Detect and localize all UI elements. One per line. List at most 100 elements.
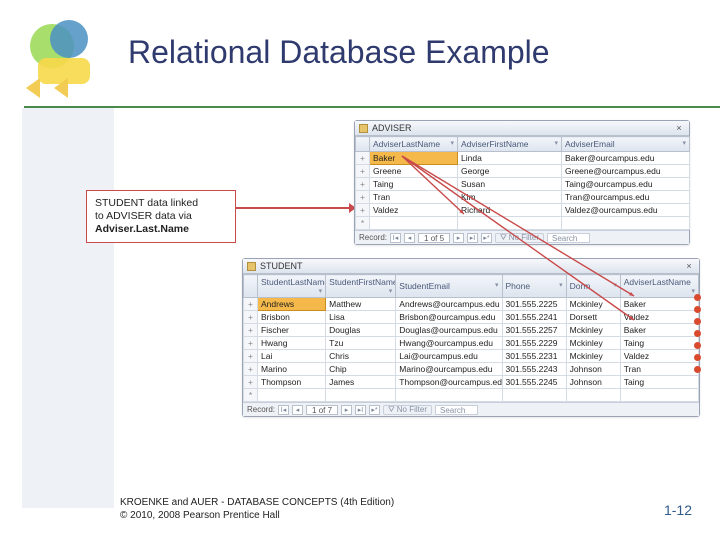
adviser-table[interactable]: AdviserLastName▾AdviserFirstName▾Adviser… [355, 136, 690, 230]
table-row[interactable]: +MarinoChipMarino@ourcampus.edu301.555.2… [244, 363, 699, 376]
student-dorm-cell[interactable]: Mckinley [566, 350, 620, 363]
student-lastname-cell[interactable]: Marino [258, 363, 326, 376]
empty-cell[interactable] [562, 217, 690, 230]
student-firstname-cell[interactable]: James [326, 376, 396, 389]
table-row[interactable]: +GreeneGeorgeGreene@ourcampus.edu [356, 165, 690, 178]
nav-first-button[interactable]: I◂ [390, 233, 401, 243]
column-header[interactable]: StudentLastName▾ [258, 275, 326, 298]
nav-next-button[interactable]: ▸ [453, 233, 464, 243]
expand-row-icon[interactable]: + [244, 350, 258, 363]
student-firstname-cell[interactable]: Chris [326, 350, 396, 363]
student-dorm-cell[interactable]: Mckinley [566, 337, 620, 350]
column-header[interactable]: StudentFirstName▾ [326, 275, 396, 298]
table-row[interactable]: +TranKimTran@ourcampus.edu [356, 191, 690, 204]
student-adviser-cell[interactable]: Baker [620, 298, 698, 311]
student-dorm-cell[interactable]: Johnson [566, 376, 620, 389]
student-firstname-cell[interactable]: Matthew [326, 298, 396, 311]
student-firstname-cell[interactable]: Douglas [326, 324, 396, 337]
adviser-firstname-cell[interactable]: Linda [458, 152, 562, 165]
table-row[interactable]: +BakerLindaBaker@ourcampus.edu [356, 152, 690, 165]
table-row[interactable]: +TaingSusanTaing@ourcampus.edu [356, 178, 690, 191]
student-email-cell[interactable]: Thompson@ourcampus.edu [396, 376, 502, 389]
student-firstname-cell[interactable]: Chip [326, 363, 396, 376]
column-header[interactable]: AdviserEmail▾ [562, 137, 690, 152]
student-dorm-cell[interactable]: Johnson [566, 363, 620, 376]
adviser-firstname-cell[interactable]: George [458, 165, 562, 178]
student-adviser-cell[interactable]: Tran [620, 363, 698, 376]
student-adviser-cell[interactable]: Valdez [620, 311, 698, 324]
column-header[interactable]: AdviserLastName▾ [370, 137, 458, 152]
student-phone-cell[interactable]: 301.555.2225 [502, 298, 566, 311]
student-lastname-cell[interactable]: Hwang [258, 337, 326, 350]
column-header[interactable]: StudentEmail▾ [396, 275, 502, 298]
student-email-cell[interactable]: Brisbon@ourcampus.edu [396, 311, 502, 324]
adviser-lastname-cell[interactable]: Taing [370, 178, 458, 191]
nav-first-button[interactable]: I◂ [278, 405, 289, 415]
student-email-cell[interactable]: Marino@ourcampus.edu [396, 363, 502, 376]
empty-cell[interactable] [502, 389, 566, 402]
adviser-email-cell[interactable]: Greene@ourcampus.edu [562, 165, 690, 178]
expand-row-icon[interactable]: + [356, 178, 370, 191]
expand-row-icon[interactable]: + [244, 311, 258, 324]
adviser-email-cell[interactable]: Taing@ourcampus.edu [562, 178, 690, 191]
expand-row-icon[interactable]: + [356, 204, 370, 217]
table-row[interactable]: +ThompsonJamesThompson@ourcampus.edu301.… [244, 376, 699, 389]
table-row[interactable]: +AndrewsMatthewAndrews@ourcampus.edu301.… [244, 298, 699, 311]
empty-cell[interactable] [458, 217, 562, 230]
student-dorm-cell[interactable]: Mckinley [566, 324, 620, 337]
student-dorm-cell[interactable]: Mckinley [566, 298, 620, 311]
empty-cell[interactable] [370, 217, 458, 230]
adviser-email-cell[interactable]: Valdez@ourcampus.edu [562, 204, 690, 217]
student-email-cell[interactable]: Douglas@ourcampus.edu [396, 324, 502, 337]
adviser-firstname-cell[interactable]: Susan [458, 178, 562, 191]
student-firstname-cell[interactable]: Tzu [326, 337, 396, 350]
column-header[interactable]: Dorm▾ [566, 275, 620, 298]
nav-prev-button[interactable]: ◂ [292, 405, 303, 415]
student-email-cell[interactable]: Hwang@ourcampus.edu [396, 337, 502, 350]
student-firstname-cell[interactable]: Lisa [326, 311, 396, 324]
student-email-cell[interactable]: Lai@ourcampus.edu [396, 350, 502, 363]
filter-chip[interactable]: ⛛ No Filter [495, 233, 544, 243]
student-adviser-cell[interactable]: Taing [620, 376, 698, 389]
student-phone-cell[interactable]: 301.555.2257 [502, 324, 566, 337]
nav-prev-button[interactable]: ◂ [404, 233, 415, 243]
column-header[interactable]: Phone▾ [502, 275, 566, 298]
new-row[interactable]: * [356, 217, 690, 230]
empty-cell[interactable] [620, 389, 698, 402]
student-phone-cell[interactable]: 301.555.2229 [502, 337, 566, 350]
expand-row-icon[interactable]: + [356, 152, 370, 165]
expand-row-icon[interactable]: + [244, 298, 258, 311]
adviser-lastname-cell[interactable]: Valdez [370, 204, 458, 217]
student-window-titlebar[interactable]: STUDENT × [243, 259, 699, 274]
expand-row-icon[interactable]: + [356, 165, 370, 178]
filter-chip[interactable]: ⛛ No Filter [383, 405, 432, 415]
table-row[interactable]: +BrisbonLisaBrisbon@ourcampus.edu301.555… [244, 311, 699, 324]
table-row[interactable]: +FischerDouglasDouglas@ourcampus.edu301.… [244, 324, 699, 337]
table-row[interactable]: +ValdezRichardValdez@ourcampus.edu [356, 204, 690, 217]
student-lastname-cell[interactable]: Lai [258, 350, 326, 363]
expand-row-icon[interactable]: + [356, 191, 370, 204]
new-row[interactable]: * [244, 389, 699, 402]
nav-last-button[interactable]: ▸I [467, 233, 478, 243]
nav-next-button[interactable]: ▸ [341, 405, 352, 415]
student-phone-cell[interactable]: 301.555.2243 [502, 363, 566, 376]
empty-cell[interactable] [326, 389, 396, 402]
close-icon[interactable]: × [683, 260, 695, 272]
student-phone-cell[interactable]: 301.555.2231 [502, 350, 566, 363]
search-input[interactable]: Search [435, 405, 478, 415]
expand-row-icon[interactable]: + [244, 324, 258, 337]
nav-last-button[interactable]: ▸I [355, 405, 366, 415]
student-adviser-cell[interactable]: Valdez [620, 350, 698, 363]
expand-row-icon[interactable]: + [244, 363, 258, 376]
expand-row-icon[interactable]: + [244, 337, 258, 350]
column-header[interactable]: AdviserFirstName▾ [458, 137, 562, 152]
student-lastname-cell[interactable]: Brisbon [258, 311, 326, 324]
search-input[interactable]: Search [547, 233, 590, 243]
nav-new-button[interactable]: ▸* [481, 233, 492, 243]
empty-cell[interactable] [396, 389, 502, 402]
empty-cell[interactable] [566, 389, 620, 402]
column-header[interactable]: AdviserLastName▾ [620, 275, 698, 298]
empty-cell[interactable] [258, 389, 326, 402]
student-adviser-cell[interactable]: Baker [620, 324, 698, 337]
student-phone-cell[interactable]: 301.555.2245 [502, 376, 566, 389]
